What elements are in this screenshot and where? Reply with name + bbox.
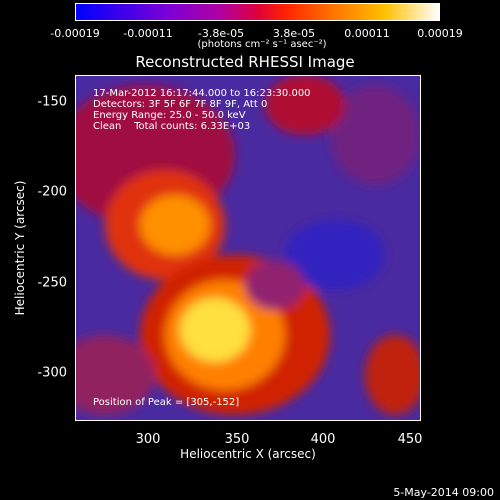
rhessi-image: [75, 75, 421, 421]
x-tick-label: 450: [397, 432, 423, 447]
rhessi-map: [75, 75, 421, 421]
x-tick-label: 350: [224, 432, 250, 447]
time-range-text: 17-Mar-2012 16:17:44.000 to 16:23:30.000: [93, 88, 311, 99]
y-tick-label: -150: [37, 94, 67, 110]
colorbar-tick: 0.00019: [417, 27, 463, 40]
date-stamp: 5-May-2014 09:00: [393, 486, 494, 499]
y-tick-label: -200: [37, 184, 67, 200]
colorbar: [75, 3, 440, 21]
x-axis-label: Heliocentric X (arcsec): [180, 447, 316, 461]
y-tick-label: -250: [37, 275, 67, 291]
colorbar-tick: 0.00011: [344, 27, 390, 40]
peak-position-text: Position of Peak = [305,-152]: [93, 397, 240, 408]
colorbar-tick: -0.00011: [123, 27, 173, 40]
image-title: Reconstructed RHESSI Image: [135, 53, 355, 71]
colorbar-units: (photons cm⁻² s⁻¹ asec⁻²): [197, 39, 327, 50]
y-axis-label: Heliocentric Y (arcsec): [13, 180, 27, 316]
colorbar-tick: -3.8e-05: [197, 27, 245, 40]
detectors-text: Detectors: 3F 5F 6F 7F 8F 9F, Att 0: [93, 99, 268, 110]
colorbar-tick: 3.8e-05: [272, 27, 316, 40]
energy-range-text: Energy Range: 25.0 - 50.0 keV: [93, 110, 246, 121]
x-tick-label: 400: [310, 432, 336, 447]
y-tick-label: -300: [37, 365, 67, 381]
colorbar-tick: -0.00019: [50, 27, 100, 40]
x-tick-label: 300: [135, 432, 161, 447]
plot-frame: [75, 75, 421, 421]
clean-counts-text: Clean Total counts: 6.33E+03: [93, 121, 251, 132]
